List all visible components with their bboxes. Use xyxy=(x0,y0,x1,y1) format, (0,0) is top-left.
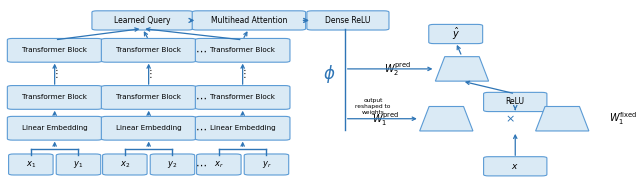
Text: $\hat{y}$: $\hat{y}$ xyxy=(452,26,460,42)
FancyBboxPatch shape xyxy=(195,116,290,140)
Text: ReLU: ReLU xyxy=(506,98,525,107)
Text: $W_1^{\rm fixed}$: $W_1^{\rm fixed}$ xyxy=(609,110,637,127)
FancyBboxPatch shape xyxy=(192,11,306,30)
Text: $W_1^{\rm pred}$: $W_1^{\rm pred}$ xyxy=(372,110,399,128)
FancyBboxPatch shape xyxy=(429,24,483,44)
FancyBboxPatch shape xyxy=(56,154,100,175)
Text: $\cdots$: $\cdots$ xyxy=(195,123,207,133)
Polygon shape xyxy=(420,107,473,131)
FancyBboxPatch shape xyxy=(101,38,196,62)
FancyBboxPatch shape xyxy=(8,154,53,175)
FancyBboxPatch shape xyxy=(484,157,547,176)
Text: Transformer Block: Transformer Block xyxy=(210,47,275,53)
Text: output
reshaped to
weights: output reshaped to weights xyxy=(355,98,390,115)
Text: Dense ReLU: Dense ReLU xyxy=(325,16,371,25)
Text: Transformer Block: Transformer Block xyxy=(210,94,275,100)
Text: $x$: $x$ xyxy=(511,162,519,171)
Polygon shape xyxy=(435,57,488,81)
Text: Linear Embedding: Linear Embedding xyxy=(22,125,88,131)
FancyBboxPatch shape xyxy=(7,86,102,109)
Text: $y_2$: $y_2$ xyxy=(167,159,178,170)
FancyBboxPatch shape xyxy=(196,154,241,175)
FancyBboxPatch shape xyxy=(7,116,102,140)
Text: $\cdots$: $\cdots$ xyxy=(195,92,207,102)
Text: Linear Embedding: Linear Embedding xyxy=(116,125,182,131)
Text: $x_2$: $x_2$ xyxy=(120,159,130,170)
Text: Transformer Block: Transformer Block xyxy=(116,47,181,53)
FancyBboxPatch shape xyxy=(101,116,196,140)
Text: Transformer Block: Transformer Block xyxy=(22,94,87,100)
Text: $y_r$: $y_r$ xyxy=(262,159,271,170)
Text: $\vdots$: $\vdots$ xyxy=(145,67,152,80)
Polygon shape xyxy=(536,107,589,131)
Text: Linear Embedding: Linear Embedding xyxy=(210,125,276,131)
FancyBboxPatch shape xyxy=(92,11,193,30)
Text: $W_2^{\rm pred}$: $W_2^{\rm pred}$ xyxy=(384,60,412,78)
Text: Learned Query: Learned Query xyxy=(114,16,171,25)
FancyBboxPatch shape xyxy=(101,86,196,109)
FancyBboxPatch shape xyxy=(484,92,547,112)
Text: Transformer Block: Transformer Block xyxy=(22,47,87,53)
Text: $\vdots$: $\vdots$ xyxy=(51,67,58,80)
FancyBboxPatch shape xyxy=(150,154,195,175)
FancyBboxPatch shape xyxy=(307,11,389,30)
Text: $x_r$: $x_r$ xyxy=(214,159,224,170)
Text: Transformer Block: Transformer Block xyxy=(116,94,181,100)
FancyBboxPatch shape xyxy=(195,38,290,62)
Text: Multihead Attention: Multihead Attention xyxy=(211,16,287,25)
Text: $\times$: $\times$ xyxy=(506,114,515,124)
FancyBboxPatch shape xyxy=(102,154,147,175)
FancyBboxPatch shape xyxy=(244,154,289,175)
FancyBboxPatch shape xyxy=(7,38,102,62)
Text: $\cdots$: $\cdots$ xyxy=(195,160,207,169)
FancyBboxPatch shape xyxy=(195,86,290,109)
Text: $\cdots$: $\cdots$ xyxy=(195,45,207,55)
Text: $\vdots$: $\vdots$ xyxy=(239,67,246,80)
Text: $y_1$: $y_1$ xyxy=(74,159,84,170)
Text: $x_1$: $x_1$ xyxy=(26,159,36,170)
Text: $\phi$: $\phi$ xyxy=(323,63,335,85)
